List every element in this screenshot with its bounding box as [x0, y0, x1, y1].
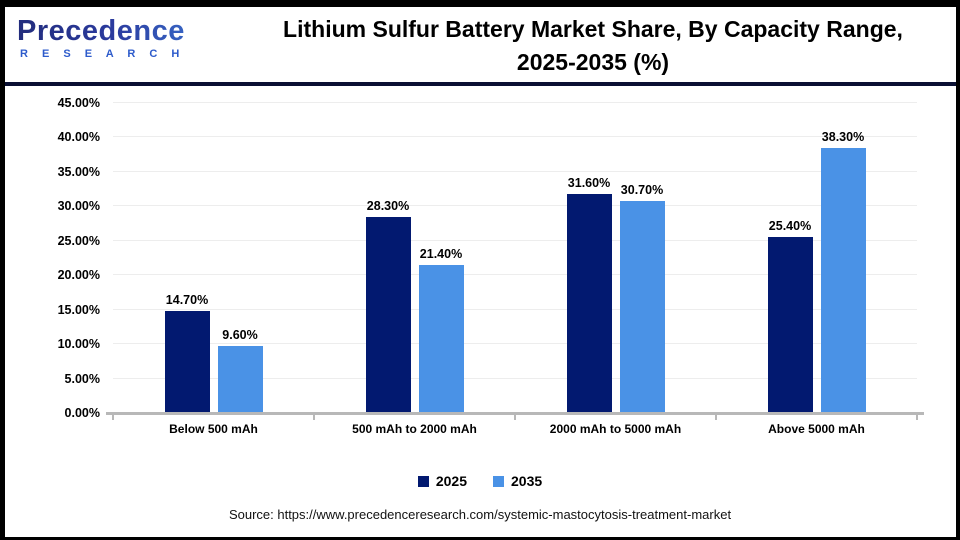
gridline — [113, 205, 917, 207]
bar-value-label: 38.30% — [821, 130, 865, 145]
plot-area: 14.70% 9.60% 28.30% 21.40% 31.60% 30.70% 25.40… — [106, 102, 924, 420]
legend-item-2035: 2035 — [493, 473, 542, 489]
bar-value-label: 28.30% — [366, 199, 410, 214]
y-axis-tick-label: 40.00% — [57, 130, 100, 145]
y-axis-tick-label: 5.00% — [64, 371, 100, 386]
y-axis-tick-label: 15.00% — [57, 302, 100, 317]
y-axis-tick-label: 10.00% — [57, 337, 100, 352]
brand-logo: Precedence R E S E A R C H — [5, 7, 230, 82]
legend-swatch-2035 — [493, 475, 504, 487]
y-axis-tick-label: 25.00% — [57, 233, 100, 248]
bar-value-label: 30.70% — [620, 182, 664, 197]
chart-title: Lithium Sulfur Battery Market Share, By … — [230, 7, 956, 82]
bar-2025 — [164, 310, 210, 412]
y-axis-tick-label: 20.00% — [57, 268, 100, 283]
x-axis-tick — [514, 414, 516, 420]
legend-label-2025: 2025 — [435, 473, 467, 489]
x-axis-category-label: 500 mAh to 2000 mAh — [352, 422, 477, 436]
chart-title-line2: 2025-2035 (%) — [516, 49, 670, 75]
gridline — [113, 239, 917, 241]
x-axis-tick — [112, 414, 114, 420]
y-axis-tick-label: 30.00% — [57, 199, 100, 214]
bar-value-label: 31.60% — [567, 176, 611, 191]
logo-wordmark: Precedence — [17, 15, 230, 47]
y-axis: 0.00% 5.00% 10.00% 15.00% 20.00% 25.00% 30.00%… — [8, 96, 100, 420]
x-axis-category-label: 2000 mAh to 5000 mAh — [549, 422, 682, 436]
x-axis-tick — [715, 414, 717, 420]
bar-2025 — [365, 217, 411, 412]
legend: 2025 2035 — [0, 473, 960, 489]
gridline — [113, 377, 917, 379]
bar-2035 — [820, 148, 866, 412]
bar-value-label: 14.70% — [165, 292, 209, 307]
bar-2025 — [767, 237, 813, 412]
x-axis-line — [106, 412, 924, 415]
bar-value-label: 25.40% — [768, 219, 812, 234]
source-text: Source: https://www.precedenceresearch.c… — [228, 507, 732, 522]
legend-item-2025: 2025 — [417, 473, 467, 489]
gridline — [113, 343, 917, 345]
x-axis-category-label: Below 500 mAh — [169, 422, 258, 436]
logo-subtitle: R E S E A R C H — [20, 48, 185, 60]
gridline — [113, 274, 917, 276]
y-axis-tick-label: 0.00% — [64, 406, 100, 420]
bar-value-label: 21.40% — [419, 246, 463, 261]
legend-swatch-2025 — [417, 475, 429, 487]
legend-label-2035: 2035 — [511, 473, 543, 489]
x-axis-category-label: Above 5000 mAh — [768, 422, 865, 436]
gridline — [113, 136, 917, 138]
bar-2035 — [418, 264, 464, 412]
gridline — [113, 308, 917, 310]
y-axis-tick-label: 45.00% — [57, 96, 100, 110]
gridline — [113, 170, 917, 172]
header-divider — [0, 82, 960, 86]
gridline — [113, 102, 917, 103]
y-axis-tick-label: 35.00% — [57, 164, 100, 179]
header: Precedence R E S E A R C H Lithium Sulfu… — [5, 7, 956, 82]
bar-2035 — [619, 200, 665, 412]
bar-value-label: 9.60% — [222, 327, 258, 342]
bar-2035 — [217, 345, 263, 412]
x-axis-tick — [313, 414, 315, 420]
bar-2025 — [566, 194, 612, 412]
chart-title-line1: Lithium Sulfur Battery Market Share, By … — [283, 16, 903, 42]
x-axis-tick — [916, 414, 918, 420]
x-axis: Below 500 mAh 500 mAh to 2000 mAh 2000 mAh… — [113, 422, 917, 440]
